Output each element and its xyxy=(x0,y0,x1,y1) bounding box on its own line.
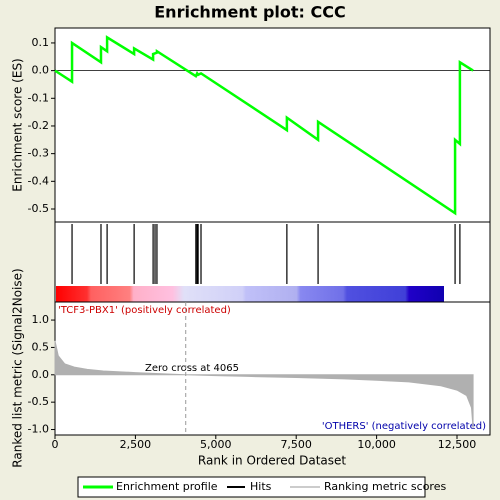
x-tick-label: 12,500 xyxy=(438,438,477,451)
neg-label: 'OTHERS' (negatively correlated) xyxy=(322,421,486,432)
chart-title: Enrichment plot: CCC xyxy=(154,3,345,22)
y-tick-label: -0.5 xyxy=(28,202,49,215)
y-tick-label: -0.2 xyxy=(28,119,49,132)
es-panel xyxy=(54,27,491,223)
x-axis-label: Rank in Ordered Dataset xyxy=(198,454,346,468)
y-tick-label: 0.1 xyxy=(32,36,50,49)
x-tick-label: 0 xyxy=(52,438,59,451)
legend-label: Ranking metric scores xyxy=(324,480,446,493)
y-tick-label: -0.4 xyxy=(28,174,49,187)
legend-label: Hits xyxy=(250,480,272,493)
x-tick-label: 5,000 xyxy=(200,438,232,451)
y-tick-label: 0.0 xyxy=(32,64,50,77)
metric-area xyxy=(54,340,474,429)
legend-label: Enrichment profile xyxy=(116,480,218,493)
y-tick-label: -0.1 xyxy=(28,91,49,104)
color-band xyxy=(56,286,444,302)
x-tick-label: 7,500 xyxy=(280,438,312,451)
pos-label: 'TCF3-PBX1' (positively correlated) xyxy=(58,305,231,316)
legend xyxy=(77,476,426,498)
y-tick-label: -0.3 xyxy=(28,147,49,160)
metric-axis-label: Ranked list metric (Signal2Noise) xyxy=(11,268,25,467)
es-axis-label: Enrichment score (ES) xyxy=(11,58,25,191)
y-tick-label: 0.5 xyxy=(32,340,50,353)
y-tick-label: -0.5 xyxy=(28,395,49,408)
zero-cross-label: Zero cross at 4065 xyxy=(145,363,239,374)
metric-panel xyxy=(54,301,491,436)
y-tick-label: 1.0 xyxy=(32,313,50,326)
x-tick-label: 2,500 xyxy=(120,438,152,451)
enrichment-line xyxy=(54,35,474,216)
x-tick-label: 10,000 xyxy=(357,438,396,451)
y-tick-label: 0.0 xyxy=(32,368,50,381)
y-tick-label: -1.0 xyxy=(28,423,49,436)
